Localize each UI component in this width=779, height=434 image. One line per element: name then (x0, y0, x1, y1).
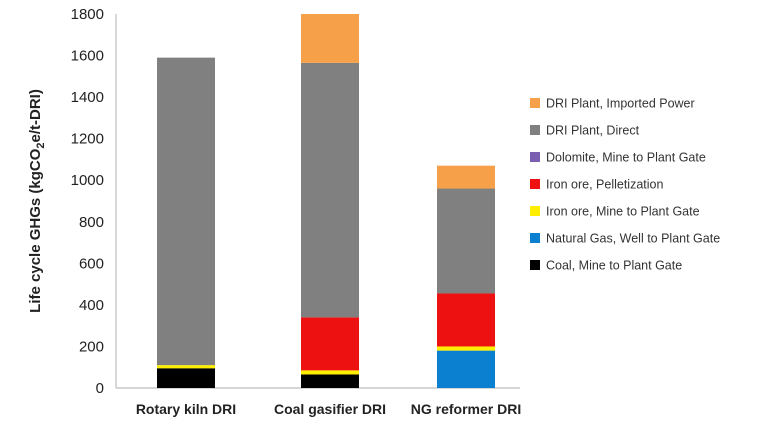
legend-swatch (530, 179, 540, 189)
y-tick-label: 1200 (71, 131, 104, 148)
legend-label: Natural Gas, Well to Plant Gate (546, 232, 720, 246)
y-tick-label: 1400 (71, 89, 104, 106)
bars (157, 14, 495, 388)
bar-segment (437, 188, 495, 294)
y-tick-label: 200 (79, 338, 104, 355)
bar-segment (437, 346, 495, 351)
legend-label: Iron ore, Pelletization (546, 178, 663, 192)
legend-label: DRI Plant, Imported Power (546, 97, 695, 111)
y-axis-label: Life cycle GHGs (kgCO2e/t-DRI) (27, 89, 47, 313)
y-tick-label: 1000 (71, 172, 104, 189)
bar-segment (437, 293, 495, 347)
bar-segment (301, 370, 359, 375)
bar-segment (437, 350, 495, 388)
y-axis-label-prefix: Life cycle GHGs (kgCO (27, 148, 44, 313)
legend-label: Iron ore, Mine to Plant Gate (546, 205, 700, 219)
y-axis-label-suffix: e/t-DRI) (27, 89, 44, 142)
legend-swatch (530, 233, 540, 243)
category-label: Rotary kiln DRI (136, 401, 236, 417)
bar-segment (301, 14, 359, 63)
legend-swatch (530, 152, 540, 162)
legend: DRI Plant, Imported Power DRI Plant, Dire… (530, 97, 720, 273)
legend-swatch (530, 125, 540, 135)
y-tick-label: 600 (79, 255, 104, 272)
legend-swatch (530, 98, 540, 108)
bar-segment (437, 165, 495, 189)
bar-segment (157, 368, 215, 388)
category-label: NG reformer DRI (411, 401, 521, 417)
bar-segment (157, 365, 215, 369)
bar-segment (157, 57, 215, 366)
y-tick-label: 400 (79, 297, 104, 314)
legend-label: Dolomite, Mine to Plant Gate (546, 151, 706, 165)
bar-segment (301, 62, 359, 318)
bar-segment (301, 317, 359, 371)
legend-swatch (530, 206, 540, 216)
y-tick-label: 0 (96, 380, 104, 397)
y-tick-label: 800 (79, 214, 104, 231)
y-tick-label: 1600 (71, 48, 104, 65)
legend-label: DRI Plant, Direct (546, 124, 640, 138)
category-labels: Rotary kiln DRI Coal gasifier DRI NG refor… (136, 401, 521, 417)
bar-segment (301, 374, 359, 388)
y-tick-labels: 0 200 400 600 800 1000 1200 1400 1600 1800 (71, 6, 104, 397)
y-axis-label-subscript: 2 (35, 142, 47, 148)
y-tick-label: 1800 (71, 6, 104, 23)
legend-label: Coal, Mine to Plant Gate (546, 259, 682, 273)
category-label: Coal gasifier DRI (274, 401, 386, 417)
legend-swatch (530, 260, 540, 270)
